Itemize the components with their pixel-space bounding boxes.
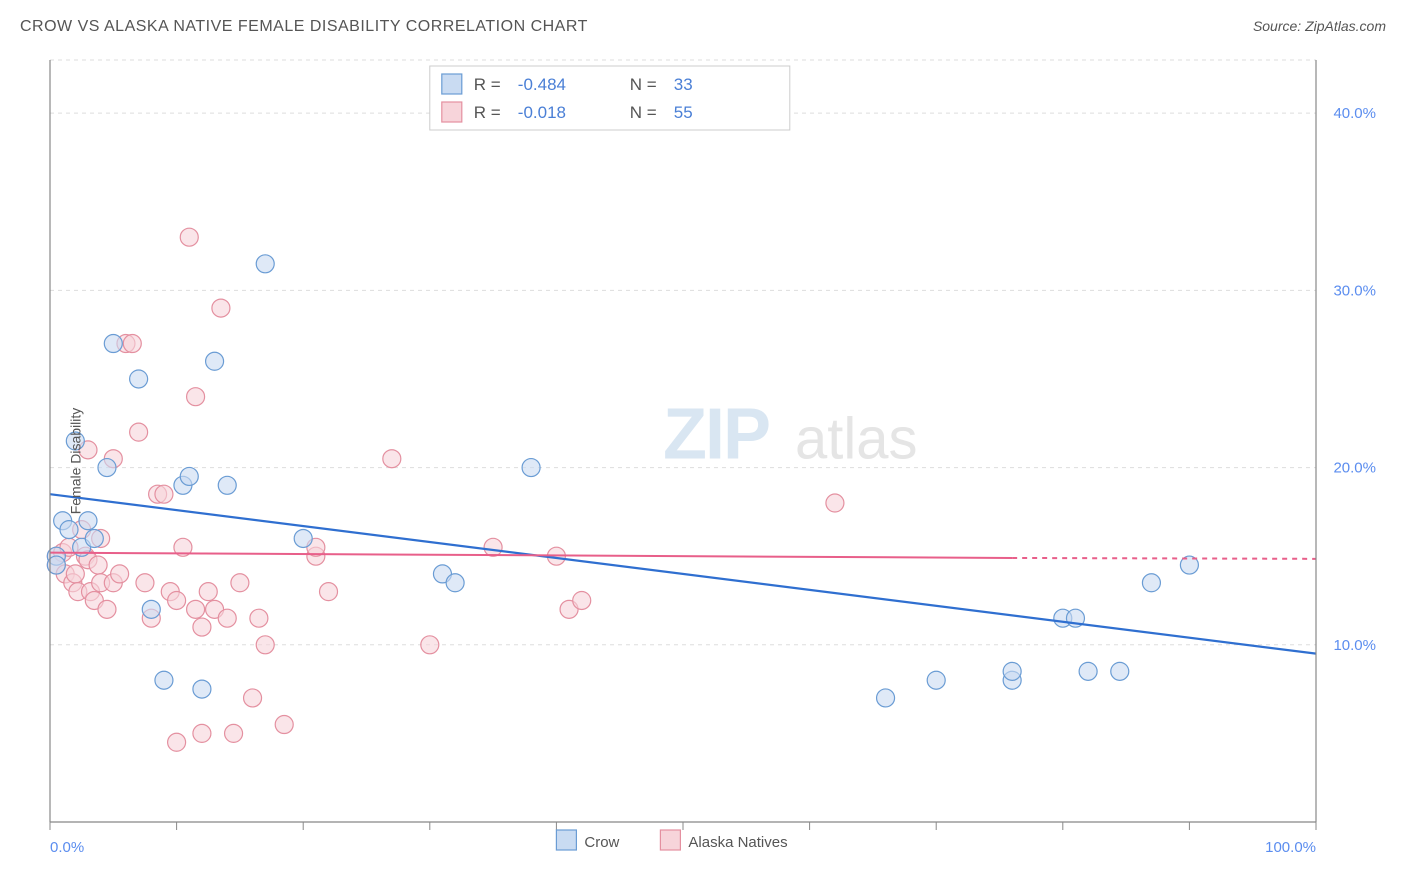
scatter-point: [927, 671, 945, 689]
watermark-atlas: atlas: [795, 407, 918, 472]
legend-swatch: [556, 830, 576, 850]
scatter-point: [1111, 662, 1129, 680]
y-axis-label: Female Disability: [67, 408, 83, 515]
scatter-point: [256, 636, 274, 654]
y-tick-label: 30.0%: [1333, 282, 1376, 299]
scatter-point: [826, 494, 844, 512]
scatter-point: [66, 565, 84, 583]
scatter-point: [294, 529, 312, 547]
scatter-point: [1079, 662, 1097, 680]
scatter-point: [573, 591, 591, 609]
legend-r-label: R =: [474, 103, 501, 122]
chart-title: CROW VS ALASKA NATIVE FEMALE DISABILITY …: [20, 18, 588, 35]
scatter-point: [383, 450, 401, 468]
scatter-point: [89, 556, 107, 574]
scatter-point: [168, 591, 186, 609]
scatter-point: [484, 538, 502, 556]
scatter-point: [155, 485, 173, 503]
scatter-point: [79, 512, 97, 530]
legend-label: Crow: [584, 834, 619, 851]
legend-n-label: N =: [630, 75, 657, 94]
regression-line-dash: [1012, 558, 1316, 559]
scatter-point: [1003, 662, 1021, 680]
scatter-point: [130, 423, 148, 441]
scatter-point: [193, 680, 211, 698]
scatter-point: [187, 388, 205, 406]
scatter-point: [193, 618, 211, 636]
scatter-point: [256, 255, 274, 273]
scatter-point: [130, 370, 148, 388]
legend-swatch: [442, 102, 462, 122]
scatter-point: [136, 574, 154, 592]
scatter-point: [218, 476, 236, 494]
scatter-point: [180, 228, 198, 246]
scatter-point: [199, 583, 217, 601]
regression-line: [50, 553, 1012, 558]
scatter-point: [142, 600, 160, 618]
scatter-point: [522, 459, 540, 477]
scatter-point: [877, 689, 895, 707]
x-tick-label: 100.0%: [1265, 839, 1316, 856]
scatter-point: [168, 733, 186, 751]
scatter-point: [1142, 574, 1160, 592]
scatter-point: [244, 689, 262, 707]
scatter-point: [275, 716, 293, 734]
legend-r-value: -0.018: [518, 103, 566, 122]
scatter-point: [85, 529, 103, 547]
scatter-point: [123, 335, 141, 353]
y-tick-label: 10.0%: [1333, 637, 1376, 654]
scatter-point: [421, 636, 439, 654]
scatter-point: [206, 352, 224, 370]
legend-n-value: 55: [674, 103, 693, 122]
legend-r-label: R =: [474, 75, 501, 94]
legend-n-label: N =: [630, 103, 657, 122]
scatter-point: [104, 335, 122, 353]
scatter-point: [193, 724, 211, 742]
watermark-zip: ZIP: [663, 395, 769, 475]
scatter-point: [111, 565, 129, 583]
scatter-point: [212, 299, 230, 317]
y-tick-label: 20.0%: [1333, 460, 1376, 477]
source-label: Source: ZipAtlas.com: [1253, 18, 1386, 34]
legend-n-value: 33: [674, 75, 693, 94]
scatter-point: [155, 671, 173, 689]
scatter-point: [446, 574, 464, 592]
legend-label: Alaska Natives: [688, 834, 787, 851]
scatter-point: [320, 583, 338, 601]
scatter-point: [250, 609, 268, 627]
scatter-chart: ZIP atlas 0.0% 100.0% 10.0% 20.0% 30.0% 40.0% R …: [20, 50, 1386, 872]
legend-swatch: [442, 74, 462, 94]
scatter-point: [98, 600, 116, 618]
scatter-point: [231, 574, 249, 592]
chart-container: Female Disability ZIP atlas 0.0% 100.0% 10.0…: [20, 50, 1386, 872]
scatter-point: [225, 724, 243, 742]
scatter-point: [98, 459, 116, 477]
scatter-point: [60, 521, 78, 539]
x-tick-label: 0.0%: [50, 839, 84, 856]
legend-r-value: -0.484: [518, 75, 566, 94]
scatter-point: [180, 467, 198, 485]
scatter-point: [218, 609, 236, 627]
y-tick-label: 40.0%: [1333, 105, 1376, 122]
scatter-point: [187, 600, 205, 618]
legend-swatch: [660, 830, 680, 850]
